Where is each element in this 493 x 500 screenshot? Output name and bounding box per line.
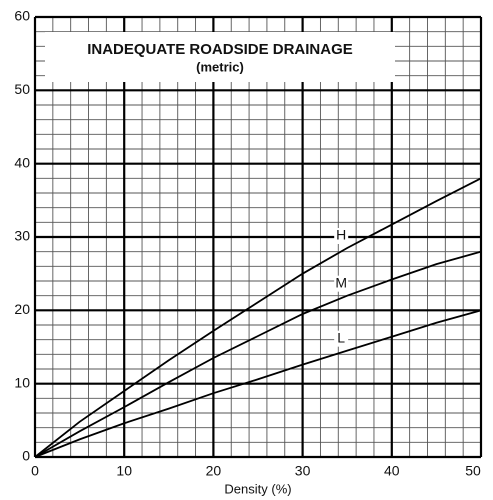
title-box xyxy=(45,32,395,82)
y-tick-label: 20 xyxy=(14,301,30,317)
y-tick-label: 0 xyxy=(22,448,30,464)
y-tick-label: 60 xyxy=(14,8,30,24)
curve xyxy=(34,177,482,458)
x-tick-label: 50 xyxy=(465,463,481,479)
y-tick-label: 30 xyxy=(14,228,30,244)
x-tick-label: 10 xyxy=(116,463,132,479)
chart-subtitle: (metric) xyxy=(196,59,244,74)
curve-label: M xyxy=(335,274,347,290)
grid xyxy=(33,15,483,459)
curve xyxy=(34,250,482,458)
curve xyxy=(34,309,482,458)
y-tick-label: 10 xyxy=(14,374,30,390)
x-tick-label: 0 xyxy=(31,463,39,479)
curve-label: L xyxy=(337,329,345,345)
chart-title: INADEQUATE ROADSIDE DRAINAGE xyxy=(87,41,353,58)
y-tick-label: 40 xyxy=(14,154,30,170)
curve-label: H xyxy=(336,227,346,243)
curve-label-bg xyxy=(334,228,349,244)
x-tick-label: 40 xyxy=(384,463,400,479)
curve-label-bg xyxy=(334,330,349,347)
x-axis-label: Density (%) xyxy=(224,481,291,496)
y-tick-label: 50 xyxy=(14,81,30,97)
x-tick-label: 30 xyxy=(295,463,311,479)
x-tick-label: 20 xyxy=(206,463,222,479)
curve-label-bg xyxy=(334,275,349,292)
